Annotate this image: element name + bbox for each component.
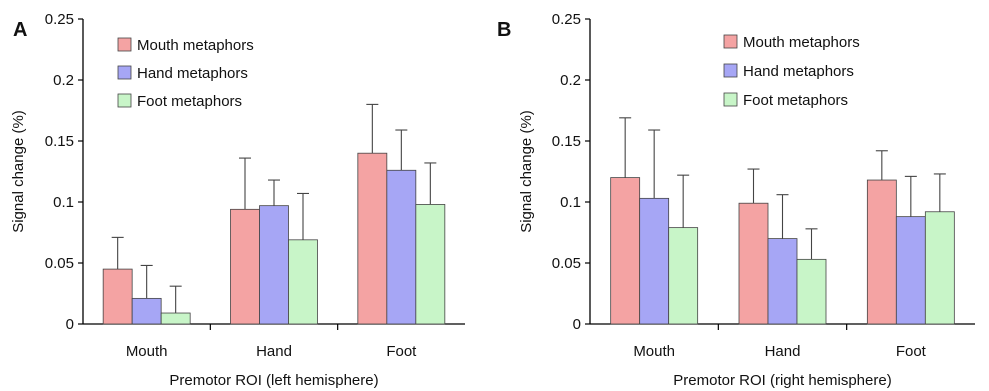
bar	[160, 312, 191, 325]
legend-swatch	[117, 37, 132, 52]
legend-swatch	[117, 93, 132, 108]
y-tick-label: 0.25	[552, 11, 581, 28]
legend-entry-label: Foot metaphors	[137, 93, 242, 110]
panel-label: A	[13, 19, 27, 41]
y-tick-label: 0.25	[45, 11, 74, 28]
y-tick-label: 0.2	[560, 72, 581, 89]
bar	[230, 208, 260, 325]
bar	[924, 211, 955, 325]
x-category-label: Mouth	[633, 343, 675, 360]
legend-swatch	[117, 65, 132, 80]
legend-entry-label: Hand metaphors	[743, 63, 854, 80]
y-tick-label: 0.15	[45, 133, 74, 150]
legend-entry-label: Mouth metaphors	[743, 34, 860, 51]
x-axis-title: Premotor ROI (right hemisphere)	[673, 372, 891, 389]
y-tick-label: 0.05	[552, 255, 581, 272]
bar	[102, 268, 133, 325]
bar	[796, 258, 827, 325]
panel-a: 0 0.05 0.1 0.15 0.2 0.25 Mouth Hand Foot Premotor…	[10, 11, 465, 389]
x-category-label: Hand	[256, 343, 292, 360]
bar	[738, 202, 769, 325]
y-tick-label: 0	[66, 316, 74, 333]
x-category-label: Foot	[896, 343, 927, 360]
legend-entry-label: Hand metaphors	[137, 65, 248, 82]
y-axis-title: Signal change (%)	[518, 110, 535, 233]
legend-swatch	[723, 34, 738, 49]
x-category-label: Hand	[765, 343, 801, 360]
legend-entry-label: Mouth metaphors	[137, 37, 254, 54]
y-tick-label: 0.1	[560, 194, 581, 211]
y-tick-label: 0.05	[45, 255, 74, 272]
bar	[131, 297, 162, 325]
panel-label: B	[497, 19, 511, 41]
bar	[668, 227, 699, 325]
x-category-label: Mouth	[126, 343, 168, 360]
y-tick-label: 0.2	[53, 72, 74, 89]
bar	[259, 205, 289, 325]
bar	[386, 169, 417, 325]
legend-entry-label: Foot metaphors	[743, 92, 848, 109]
bar	[610, 177, 641, 325]
bar	[639, 197, 670, 325]
y-tick-label: 0.15	[552, 133, 581, 150]
panel-b: 0 0.05 0.1 0.15 0.2 0.25 Mouth Hand Foot Premotor…	[497, 11, 975, 389]
legend-swatch	[723, 63, 738, 78]
bar	[866, 179, 897, 325]
x-axis-title: Premotor ROI (left hemisphere)	[169, 372, 378, 389]
x-category-label: Foot	[386, 343, 417, 360]
y-tick-label: 0.1	[53, 194, 74, 211]
bar	[288, 239, 318, 325]
bar	[895, 216, 926, 325]
y-tick-label: 0	[573, 316, 581, 333]
legend-swatch	[723, 92, 738, 107]
y-axis-title: Signal change (%)	[10, 110, 27, 233]
bar	[767, 238, 798, 325]
bar	[357, 152, 388, 325]
bar	[415, 204, 446, 325]
